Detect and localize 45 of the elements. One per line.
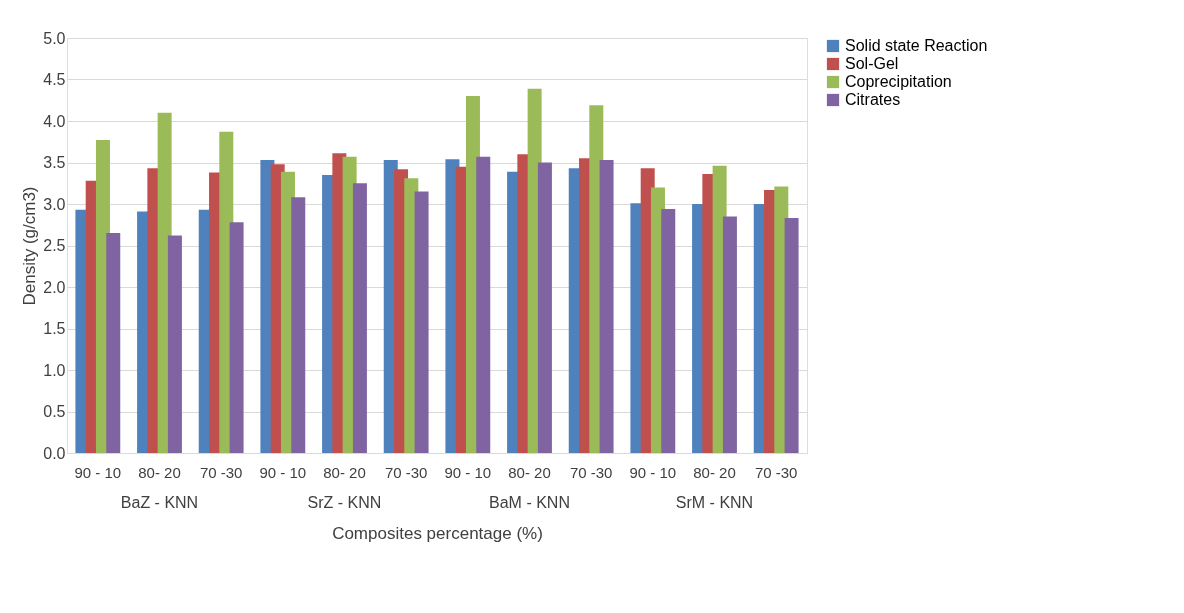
bar <box>414 191 429 453</box>
x-tick-label: 70 -30 <box>384 463 428 481</box>
y-tick-label: 2.0 <box>43 278 66 296</box>
y-tick-label: 2.5 <box>43 237 66 254</box>
y-tick-label: 4.0 <box>43 112 66 130</box>
x-tick-label: 70 -30 <box>199 463 243 481</box>
y-axis-title: Density (g/cm3) <box>20 186 40 306</box>
legend-label: Coprecipitation <box>845 73 952 90</box>
y-tick-label: 0.5 <box>43 403 66 420</box>
bar <box>476 156 491 453</box>
x-tick-label: 90 - 10 <box>629 463 677 481</box>
y-tick-label: 5.0 <box>43 29 66 47</box>
x-tick-label: 90 - 10 <box>74 463 122 481</box>
text: BaM - KNN <box>489 494 570 511</box>
y-tick-label: 1.5 <box>43 320 66 337</box>
x-tick-label: 80- 20 <box>138 463 181 481</box>
legend-label: Citrates <box>845 91 901 108</box>
legend-label: Sol-Gel <box>845 55 899 72</box>
text: SrM - KNN <box>675 494 754 511</box>
y-tick-label: 0.0 <box>43 444 66 462</box>
x-tick-label: 70 -30 <box>569 463 613 481</box>
x-tick-label: 90 - 10 <box>444 463 492 481</box>
x-tick-label: 80- 20 <box>693 463 736 481</box>
bar <box>291 197 306 453</box>
y-tick-label: 3.0 <box>43 195 66 213</box>
x-tick-label: 80- 20 <box>508 463 551 481</box>
x-axis-title: Composites percentage (%) <box>332 523 543 543</box>
x-tick-label: 80- 20 <box>323 463 366 481</box>
x-tick-label: 70 -30 <box>754 463 798 481</box>
bar <box>599 160 614 453</box>
bar <box>537 162 552 453</box>
bar <box>784 218 799 453</box>
bar <box>661 208 676 453</box>
bar <box>352 183 367 453</box>
y-tick-label: 4.5 <box>43 71 66 88</box>
y-tick-label: 1.0 <box>43 361 66 379</box>
bar <box>106 233 121 453</box>
bar <box>229 222 244 453</box>
bar <box>167 235 182 453</box>
text: BaZ - KNN <box>120 494 199 511</box>
bar <box>722 216 737 453</box>
legend-label: Solid state Reaction <box>845 37 988 54</box>
y-tick-label: 3.5 <box>43 154 66 171</box>
text: SrZ - KNN <box>307 494 382 511</box>
x-tick-label: 90 - 10 <box>259 463 307 481</box>
